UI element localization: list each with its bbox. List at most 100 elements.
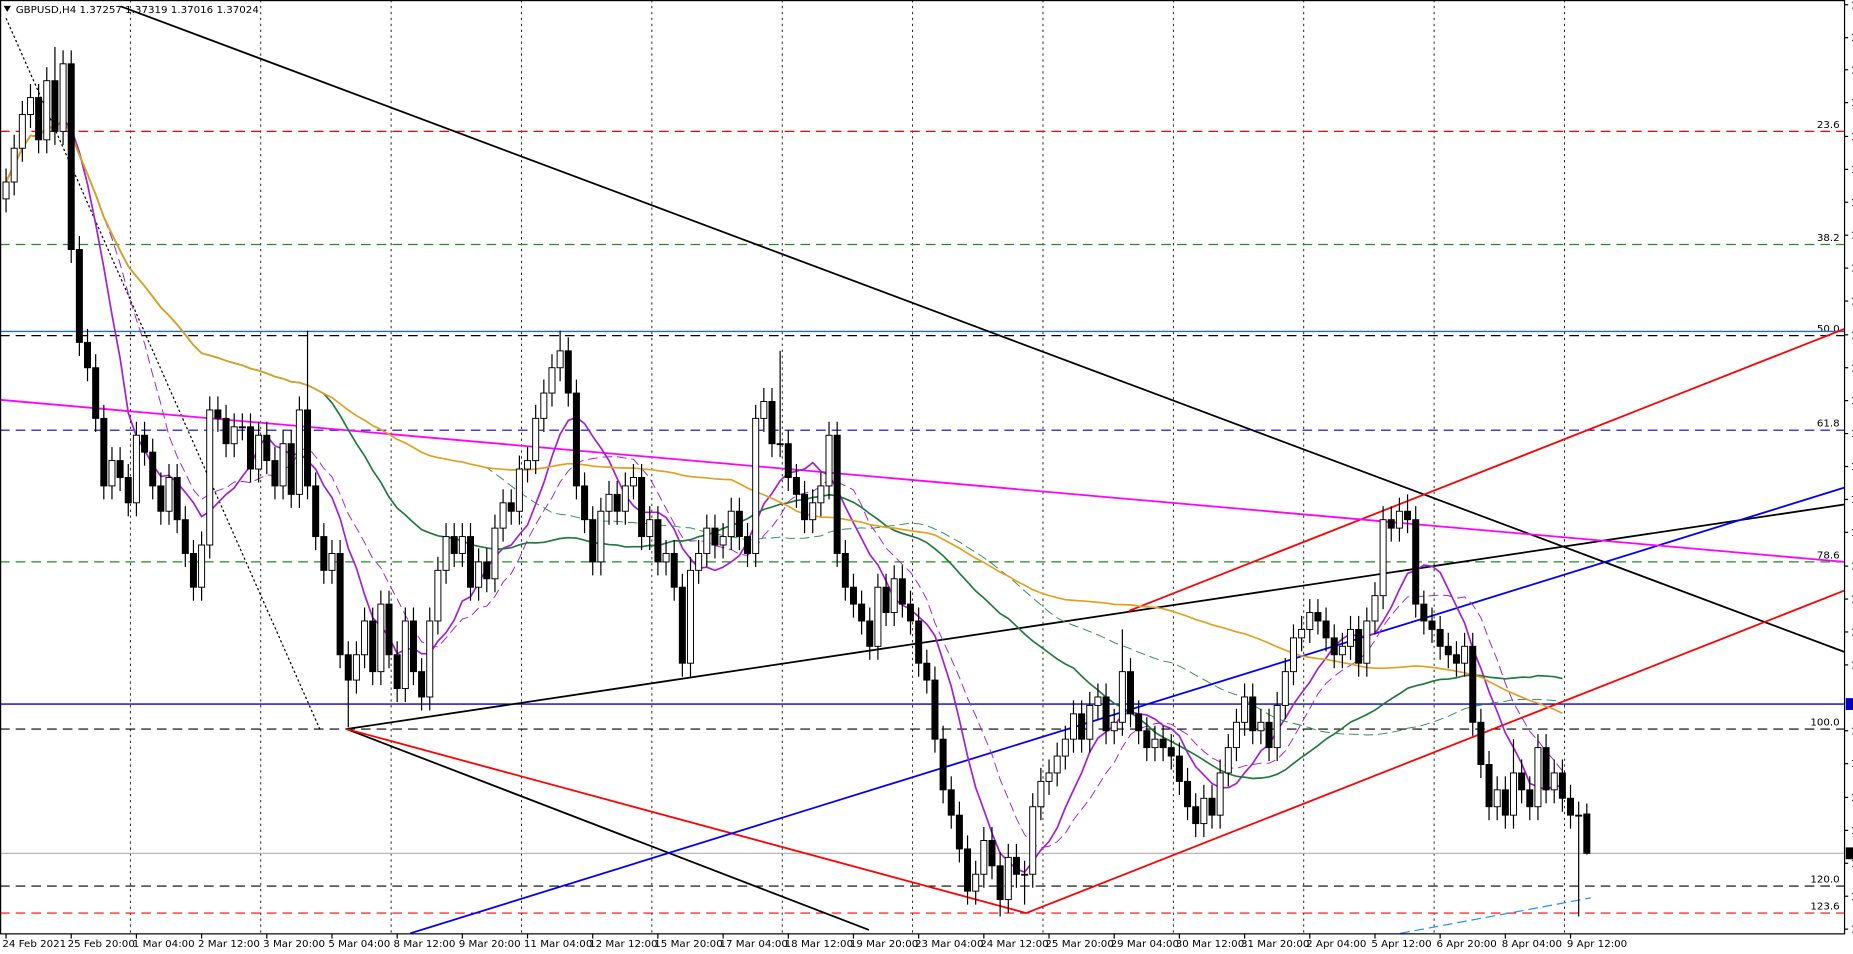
y-tick-label: 1.37160 [1851, 826, 1853, 837]
candle-body [230, 426, 238, 445]
candle-body [1371, 595, 1379, 622]
candle-body [361, 620, 369, 656]
candle-body [1558, 772, 1566, 799]
x-tick-label: 8 Mar 12:00 [394, 939, 456, 950]
candle-body [100, 417, 108, 487]
current-price-box [1845, 847, 1853, 860]
candle-body [858, 603, 866, 622]
candle-body [597, 510, 605, 563]
candle-body [654, 519, 662, 563]
candle-body [198, 544, 206, 588]
candle-body [1477, 721, 1485, 765]
candle-body [1265, 721, 1273, 749]
y-tick-label: 1.40685 [1851, 231, 1853, 242]
trend-line [120, 5, 1845, 653]
candle-body [1363, 620, 1371, 664]
candle-body [515, 468, 523, 512]
candle-body [1135, 713, 1143, 732]
x-tick-label: 5 Apr 12:00 [1371, 939, 1431, 950]
candle-body [1526, 789, 1534, 808]
candle-body [320, 536, 328, 571]
y-tick-label: 1.39510 [1851, 429, 1853, 440]
candle-body [768, 401, 776, 445]
y-tick-label: 1.37750 [1851, 726, 1853, 737]
candle-body [1567, 797, 1575, 816]
candle-body [173, 477, 181, 521]
y-tick-label: 1.39120 [1851, 495, 1853, 506]
x-tick-label: 23 Mar 04:00 [915, 939, 983, 950]
fib-label: 23.6 [1817, 120, 1840, 131]
candle-body [678, 586, 686, 664]
x-tick-label: 3 Mar 20:00 [263, 939, 325, 950]
candle-body [638, 477, 646, 538]
x-tick-label: 2 Mar 12:00 [198, 939, 260, 950]
candle-body [1257, 721, 1265, 732]
y-tick-label: 1.38530 [1851, 595, 1853, 606]
candle-body [1347, 628, 1355, 647]
candle-body [108, 460, 116, 487]
x-tick-label: 2 Apr 04:00 [1306, 939, 1366, 950]
candle-body [1355, 628, 1363, 664]
candle-body [222, 417, 230, 445]
candle-body [1412, 519, 1420, 605]
y-tick-label: 1.38925 [1851, 528, 1853, 539]
y-tick-label: 1.37555 [1851, 759, 1853, 770]
candle-body [1428, 620, 1436, 630]
candle-body [295, 409, 303, 495]
symbol: GBPUSD,H4 [16, 5, 77, 16]
candle-body [1501, 789, 1509, 816]
candle-body [1281, 671, 1289, 706]
candle-body [548, 367, 556, 394]
candle-body [1021, 873, 1029, 876]
candle-body [1029, 806, 1037, 875]
candle-body [26, 97, 34, 115]
open: 1.37257 [80, 5, 122, 16]
candle-body [572, 392, 580, 487]
candle-body [955, 814, 963, 850]
candle-body [907, 603, 915, 622]
candle-body [475, 561, 483, 588]
candle-body [1583, 813, 1591, 854]
candle-body [1322, 620, 1330, 639]
candle-body [352, 654, 360, 681]
candle-body [581, 485, 589, 521]
fib-label: 100.0 [1810, 718, 1839, 729]
candle-body [92, 367, 100, 419]
candle-body [1534, 747, 1542, 808]
candle-body [972, 873, 980, 892]
candle-body [255, 434, 263, 470]
candle-body [84, 341, 92, 369]
candle-body [1273, 704, 1281, 749]
candle-body [605, 493, 613, 512]
candle-body [238, 426, 246, 429]
candle-body [426, 620, 434, 698]
candle-body [801, 493, 809, 521]
candle-body [923, 662, 931, 681]
y-tick-label: 1.39900 [1851, 363, 1853, 374]
candle-body [589, 519, 597, 563]
x-tick-label: 25 Mar 20:00 [1045, 939, 1113, 950]
candle-body [817, 485, 825, 504]
candle-body [1575, 814, 1583, 817]
y-tick-label: 1.36575 [1851, 925, 1853, 936]
candle-body [328, 552, 336, 571]
candle-body [849, 586, 857, 605]
candle-body [890, 578, 898, 614]
menu-triangle[interactable] [3, 5, 11, 12]
low: 1.37016 [171, 5, 213, 16]
y-tick-label: 1.38140 [1851, 661, 1853, 672]
x-tick-label: 9 Mar 20:00 [459, 939, 521, 950]
x-tick-label: 12 Mar 12:00 [589, 939, 657, 950]
candle-body [1338, 645, 1346, 656]
fib-label: 50.0 [1817, 324, 1840, 335]
candle-body [1118, 671, 1126, 723]
candle-body [1436, 628, 1444, 647]
candle-body [874, 586, 882, 647]
candle-body [695, 552, 703, 571]
candle-body [141, 434, 149, 453]
y-tick-label: 1.40295 [1851, 297, 1853, 308]
candle-body [1518, 772, 1526, 791]
candle-body [1037, 780, 1045, 808]
candle-body [1127, 671, 1135, 715]
